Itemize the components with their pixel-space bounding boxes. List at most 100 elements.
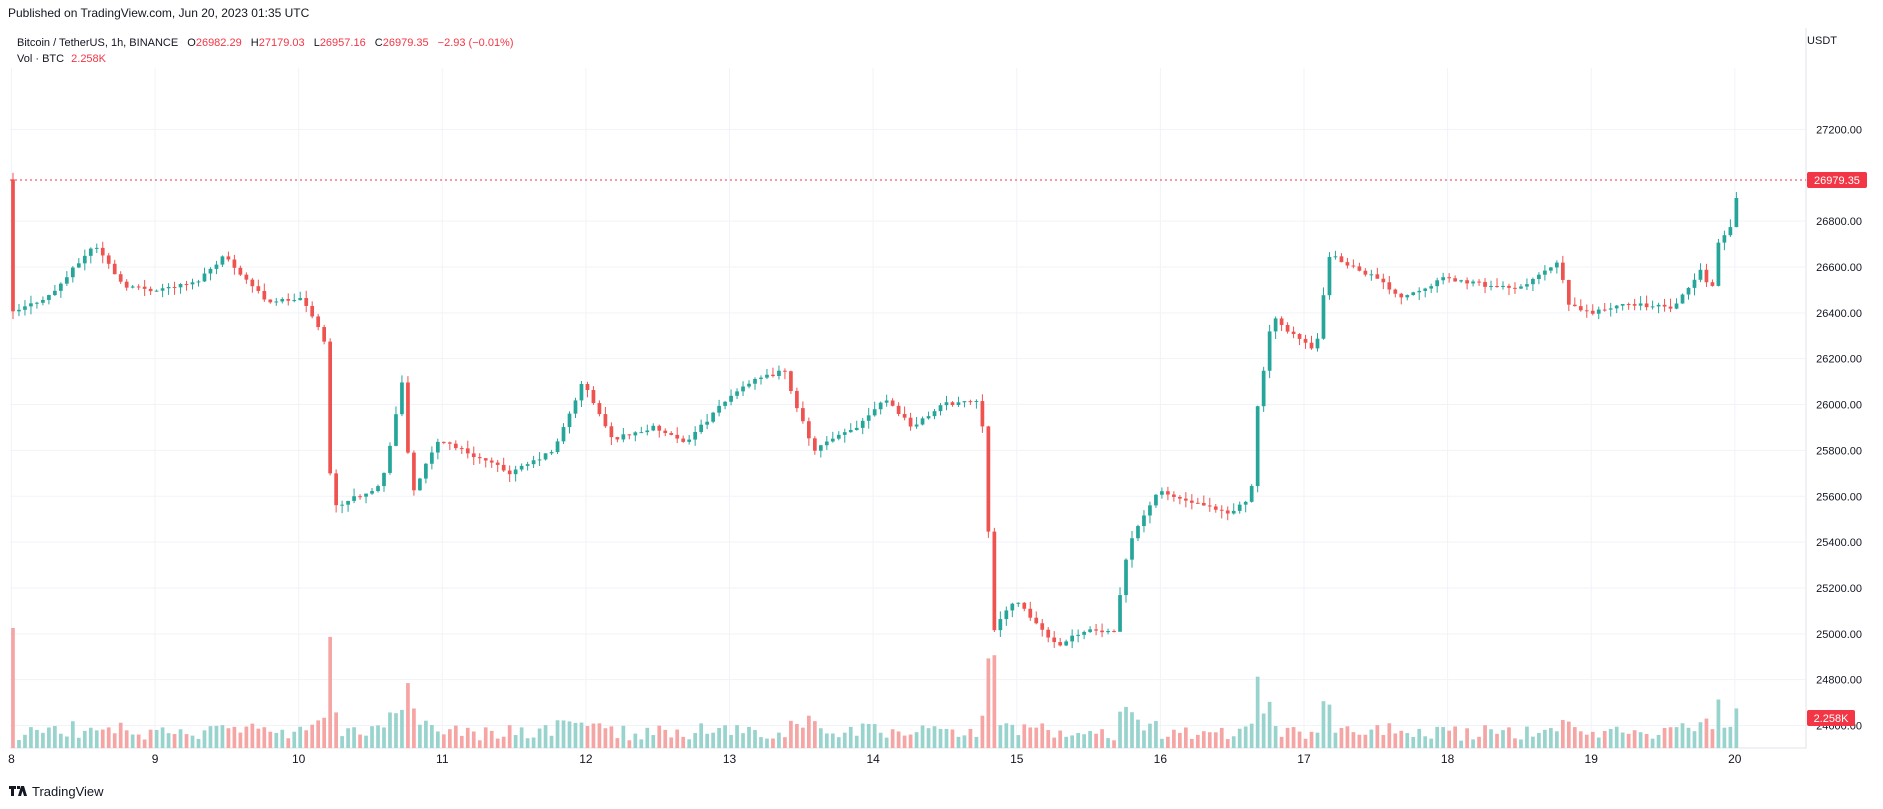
volume-bar: [1297, 731, 1302, 748]
volume-bar: [1225, 739, 1230, 748]
volume-bar: [435, 731, 440, 748]
volume-bar: [1393, 733, 1398, 748]
candle-body: [1070, 635, 1075, 642]
volume-bar: [1261, 713, 1266, 748]
gridlines: [10, 28, 1807, 749]
volume-bar: [729, 734, 733, 748]
candle-body: [1662, 304, 1667, 307]
volume-bar: [202, 730, 207, 748]
volume-bar: [136, 734, 141, 748]
price-tick-label: 25400.00: [1816, 537, 1862, 549]
candle-body: [1076, 634, 1080, 636]
candle-body: [717, 405, 721, 413]
last-volume-tag-label: 2.258K: [1814, 713, 1850, 725]
volume-bar: [1339, 728, 1344, 748]
candle-body: [148, 288, 153, 292]
candle-body: [705, 421, 709, 425]
price-tick-label: 25600.00: [1816, 491, 1862, 503]
volume-bar: [1189, 738, 1194, 748]
volume-bar: [160, 727, 165, 748]
volume-bar: [1160, 738, 1164, 748]
volume-bar: [585, 726, 590, 748]
volume-bar: [902, 735, 907, 748]
candle-body: [657, 425, 662, 431]
price-tick-label: 26600.00: [1816, 262, 1862, 274]
candle-body: [495, 462, 500, 465]
volume-bar: [801, 727, 805, 748]
time-tick-label: 10: [292, 752, 306, 766]
candle-body: [1249, 486, 1254, 502]
volume-bar: [1207, 732, 1212, 748]
volume-bar: [1363, 734, 1368, 748]
volume-bar: [112, 733, 117, 748]
volume-bar: [1495, 733, 1499, 748]
volume-bar: [430, 725, 434, 748]
volume-bar: [525, 738, 530, 748]
candle-body: [328, 341, 332, 474]
volume-bar: [495, 738, 500, 748]
candle-body: [334, 473, 338, 506]
candle-body: [142, 286, 147, 289]
last-price-tag-label: 26979.35: [1814, 175, 1860, 187]
candle-body: [136, 286, 141, 288]
candle-body: [23, 306, 27, 310]
volume-bar: [352, 727, 356, 748]
candle-body: [1207, 505, 1212, 507]
candle-body: [388, 445, 392, 473]
volume-bar: [507, 725, 512, 748]
candle-body: [914, 424, 919, 427]
volume-bar: [238, 732, 243, 748]
candle-body: [1136, 526, 1140, 539]
volume-bar: [334, 712, 338, 748]
volume-bar: [1602, 730, 1607, 748]
volume-bar: [669, 737, 674, 748]
time-tick-label: 15: [1010, 752, 1024, 766]
ohlc-legend: Bitcoin / TetherUS, 1h, BINANCE O26982.2…: [17, 35, 520, 51]
volume-bar: [1004, 723, 1009, 748]
candle-body: [1219, 509, 1224, 511]
volume-bar: [633, 733, 638, 748]
volume-bar: [1483, 725, 1487, 748]
candle-body: [543, 453, 548, 460]
candle-body: [1590, 310, 1595, 314]
volume-bar: [172, 734, 177, 748]
candle-body: [172, 286, 177, 288]
candle-body: [1088, 629, 1092, 632]
candle-body: [531, 460, 536, 465]
volume-bar: [663, 729, 668, 748]
volume-bar: [59, 733, 63, 748]
volume-bar: [1423, 736, 1428, 748]
volume-bar: [1345, 726, 1350, 748]
volume-bar: [465, 727, 470, 748]
volume-bar: [1716, 699, 1721, 748]
time-tick-label: 19: [1585, 752, 1599, 766]
candle-body: [974, 401, 979, 403]
volume-bar: [130, 734, 135, 748]
volume-bar: [747, 726, 751, 748]
volume-bar: [938, 728, 943, 748]
volume-bar: [382, 727, 386, 748]
candle-body: [1495, 285, 1499, 288]
candle-body: [1315, 338, 1320, 349]
candle-body: [1596, 309, 1601, 314]
candle-body: [1189, 500, 1194, 503]
candle-body: [1608, 308, 1613, 310]
candle-body: [430, 452, 434, 464]
volume-bar: [340, 736, 344, 748]
candle-body: [1566, 279, 1571, 305]
candle-body: [687, 439, 692, 442]
volume-bar: [1626, 733, 1631, 748]
candle-body: [1106, 630, 1110, 633]
volume-bar: [992, 655, 997, 748]
volume-bar: [1052, 737, 1057, 748]
candle-body: [489, 460, 494, 463]
candle-body: [1674, 303, 1679, 309]
candle-body: [986, 426, 991, 532]
volume-bar: [196, 738, 201, 748]
tradingview-logo[interactable]: TradingView: [9, 784, 104, 799]
candle-body: [1483, 281, 1487, 287]
candle-body: [274, 301, 279, 303]
candle-body: [250, 279, 255, 287]
volume-bar: [316, 720, 321, 748]
